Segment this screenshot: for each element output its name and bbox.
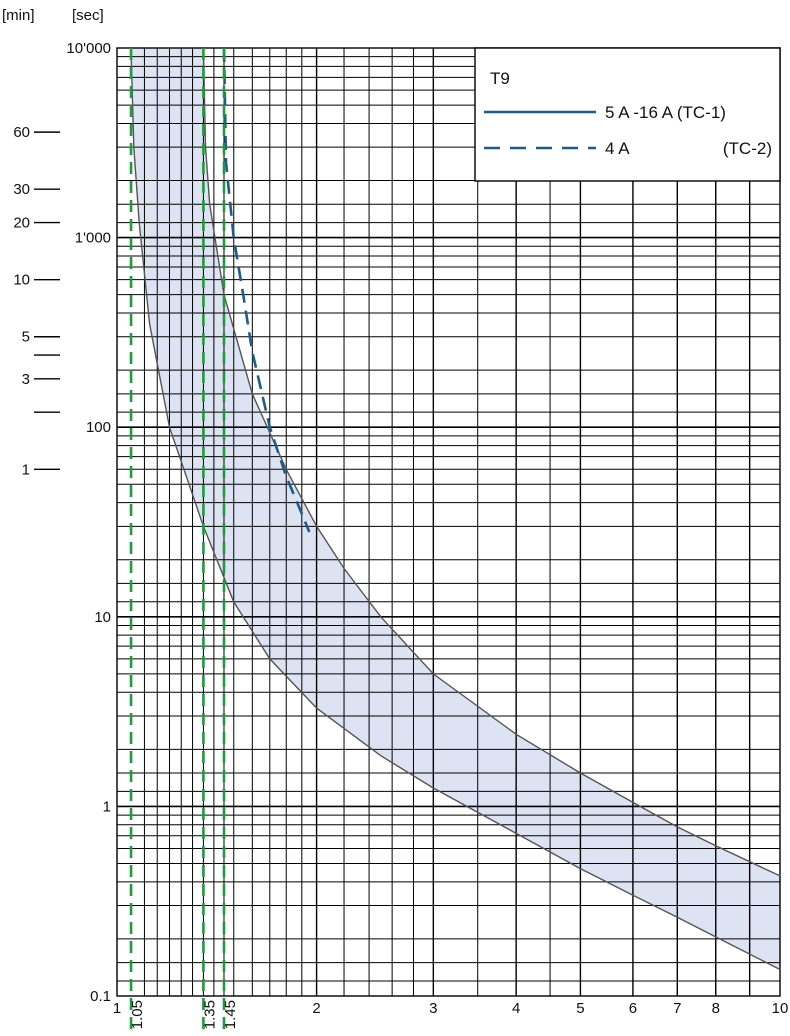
legend-box: [474, 47, 781, 182]
y-min-tick-label-10: 10: [13, 272, 30, 289]
unit-label-sec: [sec]: [72, 7, 104, 24]
y-sec-tick-label-0.1: 0.1: [90, 988, 111, 1005]
x-tick-label-8: 8: [712, 1000, 720, 1017]
y-min-tick-label-3: 3: [22, 371, 30, 388]
x-tick-label-7: 7: [673, 1000, 681, 1017]
x-tick-label-3: 3: [429, 1000, 437, 1017]
legend-label-1: 4 A: [605, 139, 630, 158]
curves: [130, 47, 781, 971]
y-min-tick-label-20: 20: [13, 215, 30, 232]
plot-frame: [116, 47, 781, 997]
x-tick-label-2: 2: [312, 1000, 320, 1017]
y-min-tick-label-1: 1: [22, 461, 30, 478]
x-tick-label-10: 10: [772, 1000, 789, 1017]
x-tick-label-5: 5: [576, 1000, 584, 1017]
y-sec-tick-label-10: 10: [94, 609, 111, 626]
y-min-tick-label-5: 5: [22, 329, 30, 346]
y-min-tick-label-60: 60: [13, 124, 30, 141]
y-sec-tick-label-10000: 10'000: [66, 40, 111, 57]
legend-code-1: (TC-2): [723, 139, 772, 158]
unit-label-min: [min]: [2, 7, 35, 24]
x-tick-label-1: 1: [113, 1000, 121, 1017]
legend-title: T9: [490, 69, 510, 88]
tc1-upper-curve: [202, 47, 781, 877]
y-sec-tick-label-1: 1: [103, 798, 111, 815]
y-sec-tick-label-100: 100: [86, 419, 111, 436]
x-tick-label-4: 4: [512, 1000, 520, 1017]
x-rotated-tick-label-1.05: 1.05: [129, 1000, 146, 1029]
reference-lines: [129, 48, 226, 1036]
tc2-4a-curve: [222, 47, 311, 533]
x-tick-label-6: 6: [629, 1000, 637, 1017]
y-sec-tick-label-1000: 1'000: [75, 230, 111, 247]
legend-label-0: 5 A -16 A (TC-1): [605, 103, 726, 122]
y-min-tick-label-30: 30: [13, 181, 30, 198]
x-rotated-tick-label-1.35: 1.35: [201, 1000, 218, 1029]
x-rotated-tick-label-1.45: 1.45: [222, 1000, 239, 1029]
tc1-lower-curve: [130, 47, 781, 971]
legend: T9 5 A -16 A (TC-1) 4 A (TC-2): [474, 47, 781, 182]
axes: 1 2 3 4 5 6 7 8 101.05 1.35 1.4510'0001'0001001010…: [13, 40, 788, 1029]
